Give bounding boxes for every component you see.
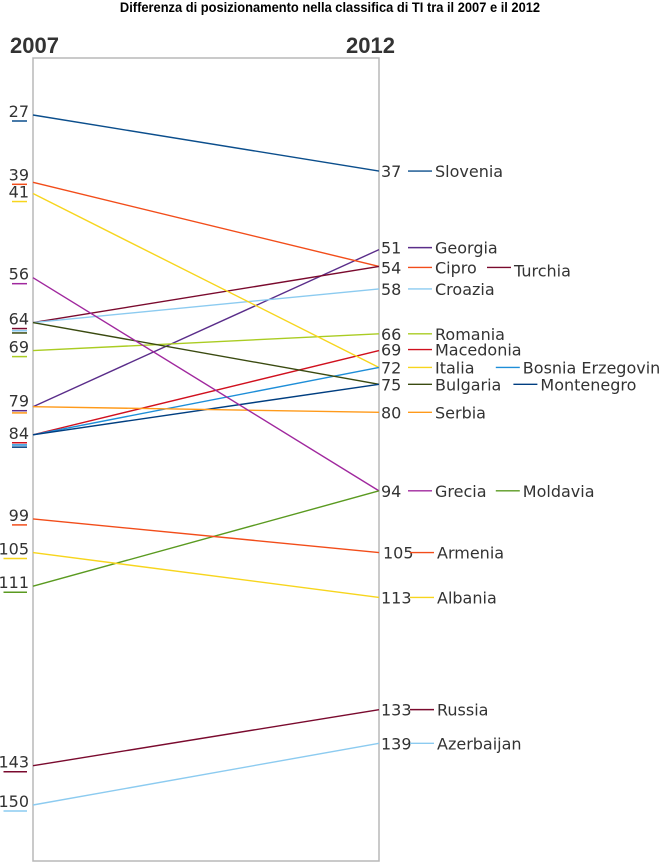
series-line-armenia bbox=[32, 518, 380, 554]
right-tick-label: 80 bbox=[381, 403, 401, 422]
left-tick-label: 64 bbox=[9, 310, 29, 329]
series-label-armenia: Armenia bbox=[437, 544, 504, 563]
right-tick-label: 72 bbox=[381, 358, 401, 377]
left-tick-label: 27 bbox=[9, 102, 29, 121]
series-label-grecia: Grecia bbox=[435, 482, 487, 501]
right-year-label: 2012 bbox=[346, 33, 395, 58]
right-tick-label: 54 bbox=[381, 258, 401, 277]
series-label-croazia: Croazia bbox=[435, 280, 495, 299]
series-line-azerbaijan bbox=[32, 742, 380, 806]
right-tick-label: 75 bbox=[381, 375, 401, 394]
series-line-moldavia bbox=[32, 490, 380, 587]
right-tick-label: 133 bbox=[381, 701, 412, 720]
right-tick-label: 105 bbox=[383, 544, 414, 563]
right-tick-label: 94 bbox=[381, 482, 401, 501]
left-tick-label: 41 bbox=[9, 183, 29, 202]
left-tick-label: 150 bbox=[0, 792, 29, 811]
left-tick-label: 143 bbox=[0, 753, 29, 772]
plot-frame bbox=[32, 57, 380, 862]
series-line-grecia bbox=[32, 277, 380, 492]
left-tick-label: 84 bbox=[9, 424, 29, 443]
left-year-label: 2007 bbox=[10, 33, 59, 58]
right-tick-label: 51 bbox=[381, 239, 401, 258]
left-tick-label: 111 bbox=[0, 573, 29, 592]
series-line-albania bbox=[32, 551, 380, 599]
series-label-macedonia: Macedonia bbox=[435, 341, 522, 360]
right-tick-label: 113 bbox=[381, 588, 412, 607]
left-tick-label: 105 bbox=[0, 540, 29, 559]
left-tick-label: 56 bbox=[9, 265, 29, 284]
left-tick-label: 39 bbox=[9, 165, 29, 184]
chart-title: Differenza di posizionamento nella class… bbox=[119, 0, 541, 15]
left-tick-label: 69 bbox=[9, 338, 29, 357]
series-label-montenegro: Montenegro bbox=[540, 375, 636, 394]
series-label-slovenia: Slovenia bbox=[435, 162, 503, 181]
series-label-serbia: Serbia bbox=[435, 403, 486, 422]
series-line-cipro bbox=[32, 181, 380, 268]
series-label-italia: Italia bbox=[435, 358, 475, 377]
series-label-cipro: Cipro bbox=[435, 258, 477, 277]
series-line-bulgaria bbox=[32, 321, 380, 385]
left-tick-label: 79 bbox=[9, 392, 29, 411]
series-label-moldavia: Moldavia bbox=[523, 482, 595, 501]
series-label-albania: Albania bbox=[437, 588, 497, 607]
series-label-bulgaria: Bulgaria bbox=[435, 375, 501, 394]
series-label-azerbaijan: Azerbaijan bbox=[437, 734, 522, 753]
series-line-bosnia-erzegovina bbox=[32, 366, 380, 436]
series-line-serbia bbox=[32, 406, 380, 414]
series-line-slovenia bbox=[32, 114, 380, 172]
series-label-russia: Russia bbox=[437, 701, 488, 720]
series-line-croazia bbox=[32, 288, 380, 324]
left-tick-label: 99 bbox=[9, 506, 29, 525]
right-tick-label: 69 bbox=[381, 341, 401, 360]
right-tick-label: 139 bbox=[381, 734, 412, 753]
right-tick-label: 37 bbox=[381, 162, 401, 181]
series-line-macedonia bbox=[32, 349, 380, 436]
series-label-romania: Romania bbox=[435, 325, 505, 344]
right-tick-label: 58 bbox=[381, 280, 401, 299]
series-line-romania bbox=[32, 333, 380, 352]
series-label-turchia: Turchia bbox=[513, 261, 571, 280]
series-line-italia bbox=[32, 192, 380, 369]
series-line-russia bbox=[32, 708, 380, 767]
series-label-bosnia-erzegovina: Bosnia Erzegovina bbox=[523, 358, 660, 377]
right-tick-label: 66 bbox=[381, 325, 401, 344]
series-line-georgia bbox=[32, 248, 380, 408]
series-label-georgia: Georgia bbox=[435, 239, 498, 258]
